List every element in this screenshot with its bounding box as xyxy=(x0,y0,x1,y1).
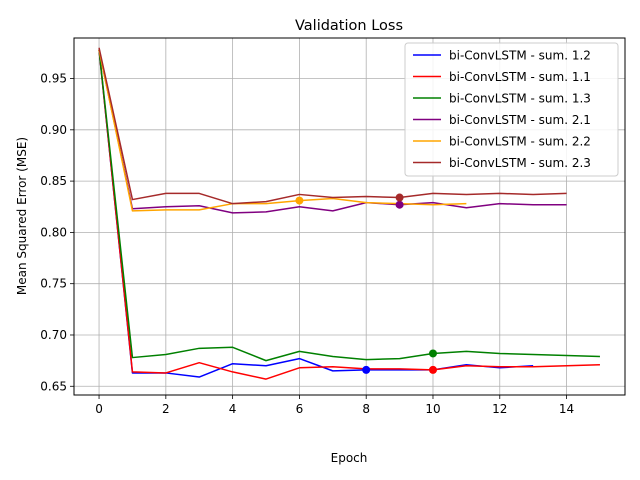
x-tick-label: 6 xyxy=(296,402,304,416)
series-markers xyxy=(295,193,437,374)
x-tick-label: 10 xyxy=(425,402,440,416)
series-marker xyxy=(428,365,437,374)
series-marker xyxy=(295,196,304,205)
x-tick-label: 12 xyxy=(492,402,507,416)
series-line xyxy=(98,47,567,205)
y-tick-label: 0.80 xyxy=(40,225,67,239)
series-marker xyxy=(362,365,371,374)
x-tick-label: 0 xyxy=(95,402,103,416)
y-tick-label: 0.85 xyxy=(40,174,67,188)
series-line xyxy=(98,49,467,212)
legend-label: bi-ConvLSTM - sum. 2.2 xyxy=(449,135,591,149)
y-tick-label: 0.70 xyxy=(40,328,67,342)
series-line xyxy=(98,49,600,380)
series-marker xyxy=(428,349,437,358)
series-line xyxy=(98,49,534,378)
x-tick-label: 14 xyxy=(559,402,574,416)
series-lines xyxy=(98,47,600,380)
legend-label: bi-ConvLSTM - sum. 1.1 xyxy=(449,70,591,84)
series-marker xyxy=(395,200,404,209)
legend-frame xyxy=(404,42,619,177)
legend-label: bi-ConvLSTM - sum. 1.3 xyxy=(449,92,591,106)
y-tick-label: 0.65 xyxy=(40,379,67,393)
legend: bi-ConvLSTM - sum. 1.2 bi-ConvLSTM - sum.… xyxy=(404,42,619,177)
y-tick-label: 0.75 xyxy=(40,277,67,291)
x-tick-label: 2 xyxy=(162,402,170,416)
x-tick-label: 4 xyxy=(229,402,237,416)
x-tick-label: 8 xyxy=(362,402,370,416)
y-axis-label: Mean Squared Error (MSE) xyxy=(15,137,29,295)
series-line xyxy=(98,49,567,214)
y-axis-ticks: 0.65 0.70 0.75 0.80 0.85 0.90 0.95 xyxy=(40,72,74,393)
legend-label: bi-ConvLSTM - sum. 1.2 xyxy=(449,49,591,63)
y-tick-label: 0.95 xyxy=(40,72,67,86)
y-tick-label: 0.90 xyxy=(40,123,67,137)
series-line xyxy=(98,49,600,362)
legend-label: bi-ConvLSTM - sum. 2.1 xyxy=(449,113,591,127)
x-axis-ticks: 0 2 4 6 8 10 12 14 xyxy=(95,395,574,416)
legend-label: bi-ConvLSTM - sum. 2.3 xyxy=(449,156,591,170)
chart-title: Validation Loss xyxy=(295,18,403,34)
x-axis-label: Epoch xyxy=(331,451,368,465)
series-marker xyxy=(395,193,404,202)
plot-frame xyxy=(73,37,626,396)
